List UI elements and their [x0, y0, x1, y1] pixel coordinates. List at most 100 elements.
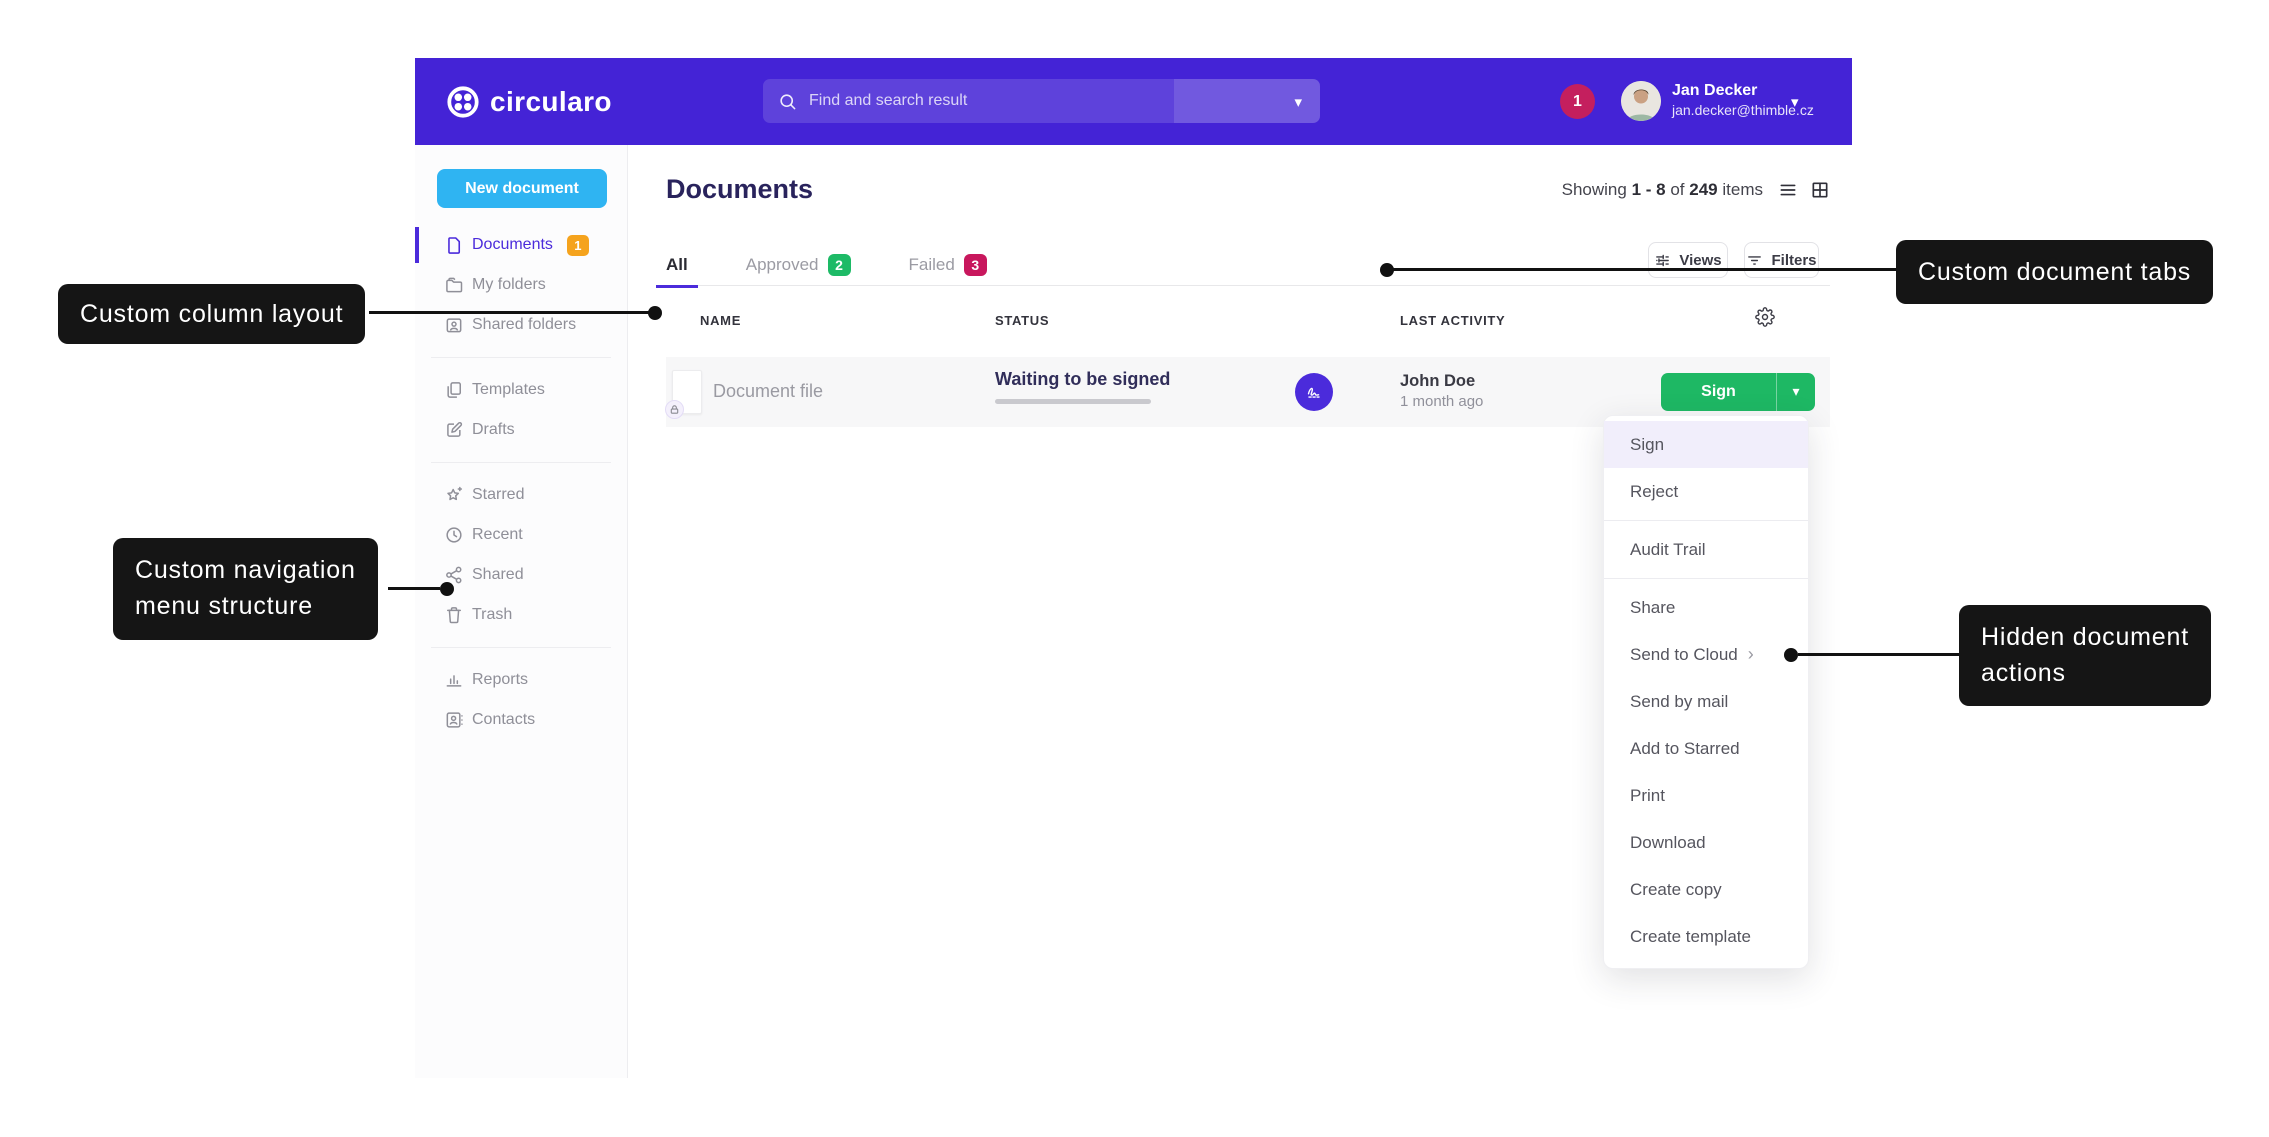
sidebar-item-starred[interactable]: Starred — [415, 475, 627, 515]
avatar[interactable] — [1621, 81, 1661, 121]
menu-item-create-template[interactable]: Create template — [1604, 913, 1808, 960]
sidebar-item-my-folders[interactable]: My folders — [415, 265, 627, 305]
user-info[interactable]: Jan Decker jan.decker@thimble.cz — [1672, 81, 1814, 119]
status-text: Waiting to be signed — [995, 369, 1171, 389]
menu-item-share[interactable]: Share — [1604, 584, 1808, 631]
column-header-status[interactable]: STATUS — [995, 313, 1050, 328]
menu-item-audit-trail[interactable]: Audit Trail — [1604, 526, 1808, 573]
views-button[interactable]: Views — [1648, 242, 1728, 278]
share-icon — [444, 565, 464, 585]
annotation-custom-column-layout: Custom column layout — [58, 284, 366, 344]
sign-split-button[interactable]: Sign ▾ — [1661, 373, 1815, 411]
sidebar-item-label: Reports — [472, 671, 529, 688]
tab-label: Approved — [745, 255, 819, 274]
sidebar-item-label: Documents — [472, 236, 553, 253]
tab-label: Failed — [908, 255, 955, 274]
sidebar-item-reports[interactable]: Reports — [415, 660, 627, 700]
trash-icon — [444, 605, 464, 625]
search-scope-dropdown[interactable]: ▾ — [1174, 79, 1320, 123]
annotation-hidden-document-actions: Hidden document actions — [1959, 605, 2211, 706]
status-progress-bar — [995, 399, 1151, 404]
table-header: NAME STATUS LAST ACTIVITY — [666, 305, 1830, 341]
failed-count-badge: 3 — [963, 254, 987, 276]
user-menu-chevron-down-icon[interactable]: ▾ — [1791, 93, 1799, 111]
sidebar-item-drafts[interactable]: Drafts — [415, 410, 627, 450]
document-actions-menu: Sign Reject Audit Trail Share Send to Cl… — [1603, 415, 1809, 969]
sign-button-label[interactable]: Sign — [1701, 383, 1736, 400]
sidebar-item-documents[interactable]: Documents 1 — [415, 225, 627, 265]
sidebar-item-templates[interactable]: Templates — [415, 370, 627, 410]
annotation-dot — [648, 306, 662, 320]
circularo-app: circularo ▾ 1 — [415, 58, 1852, 1078]
chevron-down-icon: ▾ — [1294, 93, 1302, 111]
tab-label: All — [666, 255, 688, 274]
logo-text: circularo — [490, 86, 612, 117]
status-cell: Waiting to be signed — [995, 369, 1170, 404]
tab-failed[interactable]: Failed 3 — [909, 245, 987, 286]
menu-divider — [1604, 520, 1808, 521]
sidebar-divider — [431, 357, 611, 358]
search-input[interactable] — [809, 79, 1174, 123]
star-icon — [444, 485, 464, 505]
document-name[interactable]: Document file — [713, 381, 824, 401]
column-settings-gear-icon[interactable] — [1755, 307, 1775, 327]
menu-item-send-by-mail[interactable]: Send by mail — [1604, 678, 1808, 725]
filter-icon — [1748, 255, 1762, 265]
menu-item-label: Create template — [1630, 926, 1751, 946]
document-tabs: All Approved 2 Failed 3 — [656, 245, 1830, 288]
sliders-icon — [1656, 254, 1670, 266]
annotation-custom-navigation-menu: Custom navigation menu structure — [113, 538, 378, 640]
logo[interactable]: circularo — [446, 85, 612, 119]
views-label: Views — [1679, 251, 1722, 269]
sidebar-divider — [431, 462, 611, 463]
document-thumbnail — [665, 370, 702, 419]
tab-all[interactable]: All — [656, 245, 698, 288]
clock-icon — [444, 525, 464, 545]
menu-item-label: Reject — [1630, 481, 1679, 501]
annotation-text: Custom document tabs — [1918, 258, 2192, 286]
filters-button[interactable]: Filters — [1744, 242, 1819, 278]
sidebar-item-contacts[interactable]: Contacts — [415, 700, 627, 740]
clover-ring-icon — [446, 85, 480, 119]
sidebar-item-label: Templates — [472, 381, 545, 398]
annotation-line — [388, 587, 440, 590]
sidebar-item-label: My folders — [472, 276, 546, 293]
new-document-button[interactable]: New document — [437, 169, 607, 208]
sidebar-item-trash[interactable]: Trash — [415, 595, 627, 635]
showing-suffix: items — [1722, 180, 1763, 199]
column-header-name[interactable]: NAME — [700, 313, 742, 328]
menu-item-create-copy[interactable]: Create copy — [1604, 866, 1808, 913]
signature-avatar-icon — [1295, 373, 1333, 411]
approved-count-badge: 2 — [827, 254, 851, 276]
folder-icon — [444, 275, 464, 295]
last-activity-cell: John Doe 1 month ago — [1400, 370, 1483, 412]
sign-button-chevron-down-icon[interactable]: ▾ — [1776, 373, 1815, 411]
menu-item-print[interactable]: Print — [1604, 772, 1808, 819]
sidebar-item-shared-folders[interactable]: Shared folders — [415, 305, 627, 345]
annotation-custom-document-tabs: Custom document tabs — [1896, 240, 2214, 304]
drafts-icon — [444, 420, 464, 440]
list-view-icon[interactable] — [1778, 180, 1798, 200]
user-email: jan.decker@thimble.cz — [1672, 102, 1814, 118]
reports-icon — [444, 670, 464, 690]
templates-icon — [444, 380, 464, 400]
menu-item-reject[interactable]: Reject — [1604, 468, 1808, 515]
annotation-dot — [1380, 263, 1394, 277]
annotation-line — [1798, 653, 1959, 656]
tab-approved[interactable]: Approved 2 — [746, 245, 851, 286]
annotation-dot — [1784, 648, 1798, 662]
notification-badge[interactable]: 1 — [1560, 84, 1595, 119]
filters-label: Filters — [1771, 251, 1817, 269]
menu-item-label: Download — [1630, 832, 1706, 852]
sidebar-item-label: Shared — [472, 566, 524, 583]
menu-item-send-to-cloud[interactable]: Send to Cloud › — [1604, 631, 1808, 678]
menu-item-sign[interactable]: Sign — [1604, 421, 1808, 468]
grid-view-icon[interactable] — [1810, 180, 1830, 200]
sidebar-item-recent[interactable]: Recent — [415, 515, 627, 555]
menu-item-download[interactable]: Download — [1604, 819, 1808, 866]
column-header-last-activity[interactable]: LAST ACTIVITY — [1400, 313, 1506, 328]
menu-item-add-to-starred[interactable]: Add to Starred — [1604, 725, 1808, 772]
sidebar-item-shared[interactable]: Shared — [415, 555, 627, 595]
annotation-text: actions — [1981, 659, 2066, 687]
sidebar-item-label: Drafts — [472, 421, 515, 438]
